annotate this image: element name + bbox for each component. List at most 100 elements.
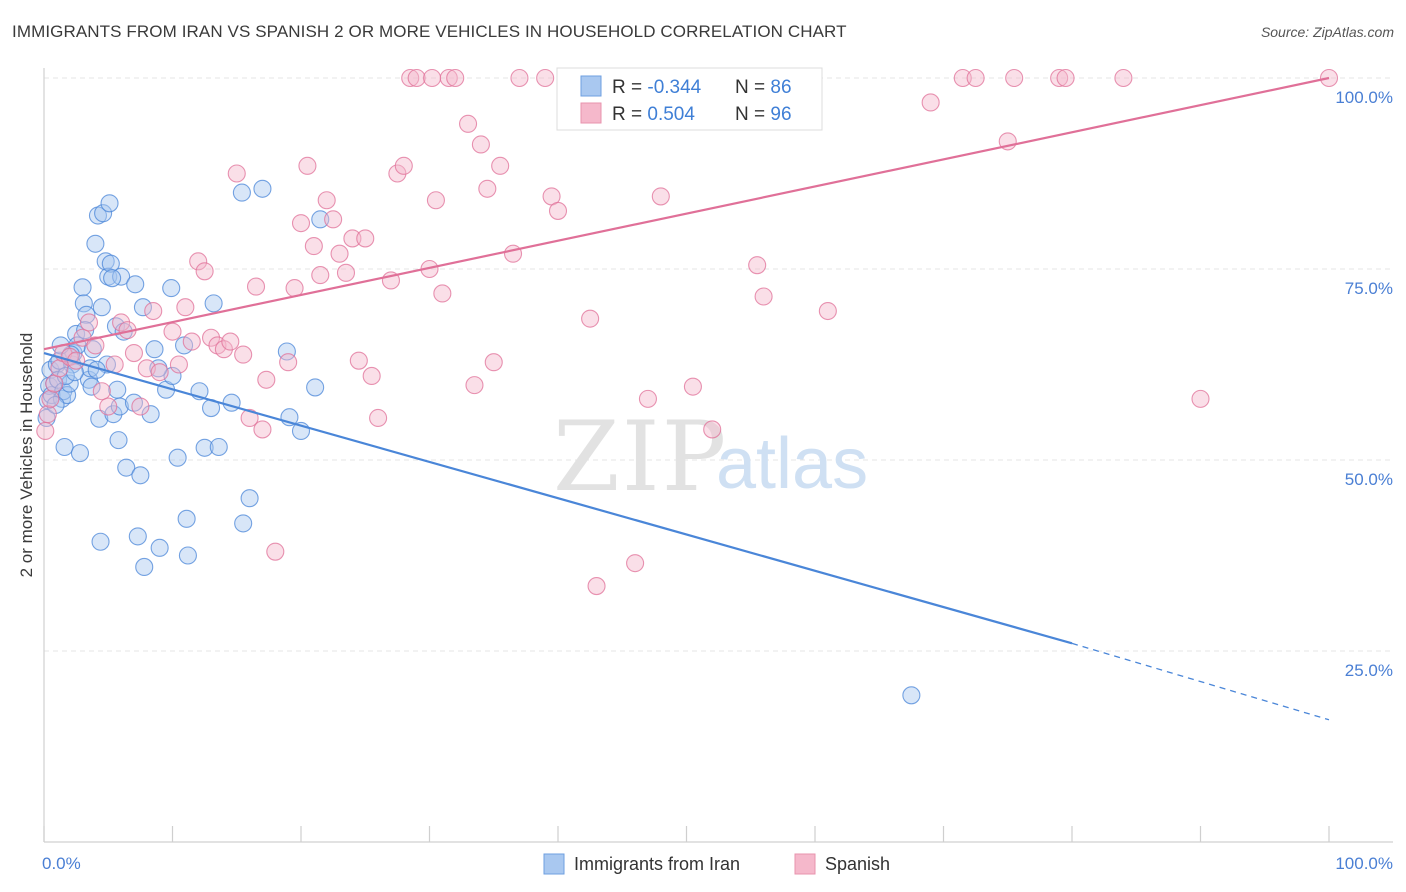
spanish-point-78 — [638, 389, 658, 408]
spanish-point-77 — [626, 554, 645, 573]
spanish-point-70 — [503, 244, 523, 263]
spanish-point-62 — [439, 68, 458, 88]
spanish-point-40 — [291, 214, 311, 233]
watermark: ZIP atlas — [553, 401, 868, 513]
spanish-point-85 — [754, 287, 773, 306]
stats-n-value-spanish: 96 — [770, 104, 791, 125]
spanish-point-51 — [362, 366, 381, 386]
spanish-point-75 — [581, 309, 600, 328]
spanish-point-25 — [189, 252, 208, 271]
spanish-point-71 — [510, 68, 529, 88]
iran-point-67 — [234, 514, 253, 533]
spanish-point-41 — [298, 156, 317, 175]
spanish-point-31 — [227, 164, 246, 183]
iran-point-48 — [133, 298, 152, 317]
iran-point-40 — [109, 431, 128, 450]
spanish-point-27 — [202, 328, 221, 347]
iran-point-58 — [177, 509, 196, 528]
spanish-point-26 — [195, 262, 214, 281]
legend-swatch-spanish[interactable] — [794, 853, 816, 875]
spanish-point-30 — [221, 332, 240, 351]
legend-swatch-iran[interactable] — [543, 853, 565, 875]
source-label: Source: ZipAtlas.com — [1260, 24, 1394, 40]
iran-point-43 — [117, 458, 136, 477]
spanish-point-57 — [407, 68, 426, 88]
spanish-point-50 — [356, 229, 375, 248]
stats-r-label-spanish: R = — [612, 104, 647, 125]
spanish-point-17 — [131, 397, 150, 416]
watermark-atlas: atlas — [716, 424, 868, 504]
stats-legend: R = -0.344 N = 86 R = 0.504 N = 96 — [556, 67, 823, 131]
svg-text:R = 0.504: R = 0.504 — [612, 104, 695, 125]
spanish-point-87 — [921, 93, 940, 112]
iran-point-73 — [306, 378, 325, 397]
spanish-point-74 — [548, 201, 568, 220]
spanish-point-45 — [324, 210, 343, 229]
iran-point-20 — [74, 294, 93, 313]
iran-point-50 — [141, 405, 160, 424]
iran-point-22 — [79, 370, 99, 389]
spanish-point-92 — [1050, 68, 1069, 88]
spanish-point-36 — [257, 370, 276, 389]
spanish-point-37 — [266, 542, 285, 561]
spanish-point-47 — [336, 263, 356, 282]
spanish-point-43 — [311, 266, 330, 285]
x-ticks — [43, 826, 1330, 842]
y-tick-label-0: 100.0% — [1335, 88, 1393, 107]
spanish-point-32 — [234, 345, 253, 364]
spanish-point-20 — [150, 363, 169, 382]
iran-point-45 — [126, 275, 145, 294]
iran-point-61 — [195, 438, 214, 457]
watermark-zip: ZIP — [553, 401, 728, 513]
spanish-point-35 — [253, 420, 272, 439]
spanish-point-64 — [458, 114, 478, 133]
spanish-point-88 — [953, 68, 972, 88]
spanish-trend-line — [43, 76, 1330, 351]
svg-text:N = 96: N = 96 — [735, 104, 792, 125]
iran-point-54 — [162, 279, 181, 298]
iran-point-68 — [240, 489, 259, 508]
spanish-point-34 — [246, 277, 266, 296]
axes — [43, 68, 1393, 843]
spanish-point-76 — [587, 577, 606, 596]
iran-point-29 — [91, 532, 110, 551]
legend-label-spanish[interactable]: Spanish — [825, 854, 890, 874]
y-tick-label-3: 25.0% — [1345, 661, 1393, 680]
spanish-point-48 — [343, 229, 362, 248]
legend-label-iran[interactable]: Immigrants from Iran — [574, 854, 740, 874]
iran-point-11 — [55, 437, 74, 457]
iran-point-12 — [58, 386, 77, 405]
spanish-point-24 — [182, 332, 201, 351]
spanish-point-2 — [41, 389, 60, 408]
iran-point-64 — [209, 437, 228, 457]
stats-r-value-iran: -0.344 — [647, 77, 701, 98]
iran-point-49 — [135, 557, 154, 577]
y-tick-labels: 100.0% 75.0% 50.0% 25.0% — [1335, 88, 1393, 680]
stats-legend-swatch-iran — [580, 75, 602, 97]
iran-trend-extension — [1071, 642, 1330, 721]
spanish-point-56 — [401, 68, 420, 88]
svg-text:R = -0.344: R = -0.344 — [612, 77, 702, 98]
spanish-point-65 — [471, 135, 490, 154]
spanish-point-3 — [45, 374, 64, 393]
spanish-point-44 — [317, 191, 336, 210]
iran-trend-line — [43, 351, 1073, 645]
stats-r-value-spanish: 0.504 — [647, 104, 695, 125]
iran-point-31 — [94, 204, 113, 223]
iran-point-56 — [168, 448, 187, 467]
spanish-point-60 — [433, 284, 452, 303]
spanish-point-86 — [818, 301, 837, 321]
iran-point-35 — [100, 194, 119, 213]
iran-point-46 — [128, 527, 147, 546]
spanish-point-49 — [349, 351, 368, 370]
spanish-point-52 — [369, 408, 388, 428]
series-spanish-points — [36, 68, 1339, 596]
spanish-point-59 — [426, 191, 445, 210]
trend-lines — [43, 76, 1330, 721]
spanish-point-79 — [651, 187, 670, 206]
spanish-point-33 — [240, 408, 259, 428]
spanish-point-4 — [50, 359, 69, 378]
spanish-point-54 — [388, 164, 407, 183]
iran-point-19 — [73, 278, 92, 297]
